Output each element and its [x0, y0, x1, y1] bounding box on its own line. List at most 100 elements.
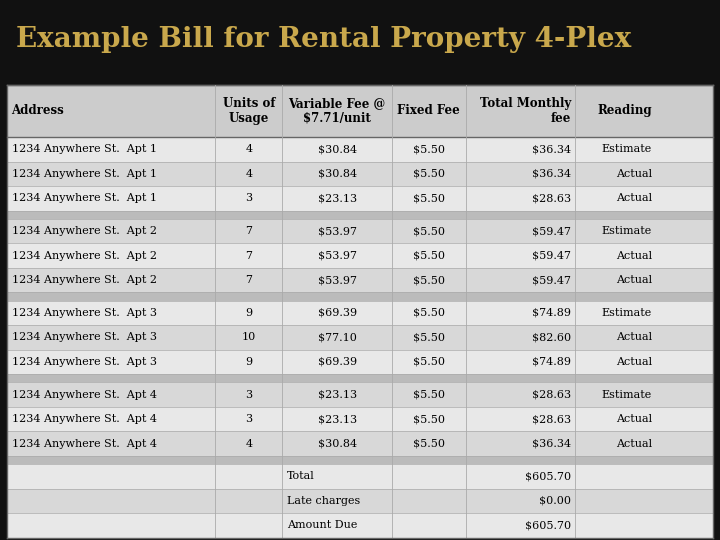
Text: Variable Fee @
$7.71/unit: Variable Fee @ $7.71/unit	[289, 97, 386, 125]
Text: $28.63: $28.63	[532, 389, 571, 400]
Bar	[7, 407, 713, 431]
Text: Units of
Usage: Units of Usage	[222, 97, 275, 125]
Text: Late charges: Late charges	[287, 496, 360, 506]
Text: $36.34: $36.34	[532, 144, 571, 154]
Text: Actual: Actual	[616, 251, 652, 261]
Text: 4: 4	[246, 144, 253, 154]
Bar	[7, 513, 713, 538]
Text: 1234 Anywhere St.  Apt 2: 1234 Anywhere St. Apt 2	[12, 226, 156, 236]
Text: Actual: Actual	[616, 414, 652, 424]
Text: $5.50: $5.50	[413, 438, 445, 449]
Text: 7: 7	[246, 275, 253, 285]
Text: Reading: Reading	[598, 104, 652, 117]
Text: $28.63: $28.63	[532, 193, 571, 204]
Text: $36.34: $36.34	[532, 169, 571, 179]
Text: $23.13: $23.13	[318, 389, 356, 400]
Text: $23.13: $23.13	[318, 414, 356, 424]
Text: $74.89: $74.89	[532, 357, 571, 367]
Text: $5.50: $5.50	[413, 308, 445, 318]
Text: $30.84: $30.84	[318, 144, 356, 154]
Text: 3: 3	[246, 389, 253, 400]
Text: Actual: Actual	[616, 193, 652, 204]
Text: $69.39: $69.39	[318, 308, 356, 318]
Text: 1234 Anywhere St.  Apt 2: 1234 Anywhere St. Apt 2	[12, 251, 156, 261]
Text: $59.47: $59.47	[532, 251, 571, 261]
Text: $5.50: $5.50	[413, 226, 445, 236]
Bar	[7, 211, 713, 219]
Text: Amount Due: Amount Due	[287, 521, 357, 530]
Text: Actual: Actual	[616, 332, 652, 342]
Text: $28.63: $28.63	[532, 414, 571, 424]
Bar	[7, 137, 713, 161]
Text: Fixed Fee: Fixed Fee	[397, 104, 460, 117]
Text: Estimate: Estimate	[602, 308, 652, 318]
Text: $605.70: $605.70	[525, 471, 571, 481]
Text: $5.50: $5.50	[413, 251, 445, 261]
Bar	[7, 301, 713, 325]
Text: Estimate: Estimate	[602, 226, 652, 236]
Text: 1234 Anywhere St.  Apt 3: 1234 Anywhere St. Apt 3	[12, 357, 156, 367]
Text: Actual: Actual	[616, 169, 652, 179]
Bar	[7, 186, 713, 211]
Text: 1234 Anywhere St.  Apt 4: 1234 Anywhere St. Apt 4	[12, 438, 156, 449]
Text: Actual: Actual	[616, 438, 652, 449]
Text: 1234 Anywhere St.  Apt 2: 1234 Anywhere St. Apt 2	[12, 275, 156, 285]
Text: Estimate: Estimate	[602, 389, 652, 400]
Text: $36.34: $36.34	[532, 438, 571, 449]
Text: $59.47: $59.47	[532, 275, 571, 285]
Text: 1234 Anywhere St.  Apt 4: 1234 Anywhere St. Apt 4	[12, 414, 156, 424]
Bar	[7, 382, 713, 407]
Text: $77.10: $77.10	[318, 332, 356, 342]
Text: $5.50: $5.50	[413, 357, 445, 367]
Text: 4: 4	[246, 169, 253, 179]
Text: 1234 Anywhere St.  Apt 3: 1234 Anywhere St. Apt 3	[12, 308, 156, 318]
Bar	[7, 325, 713, 349]
Text: $5.50: $5.50	[413, 169, 445, 179]
Text: $30.84: $30.84	[318, 438, 356, 449]
Text: Example Bill for Rental Property 4-Plex: Example Bill for Rental Property 4-Plex	[16, 26, 631, 53]
Bar	[7, 161, 713, 186]
Text: $5.50: $5.50	[413, 332, 445, 342]
Bar	[7, 374, 713, 382]
Text: $605.70: $605.70	[525, 521, 571, 530]
Text: $5.50: $5.50	[413, 414, 445, 424]
Text: Estimate: Estimate	[602, 144, 652, 154]
Text: 1234 Anywhere St.  Apt 1: 1234 Anywhere St. Apt 1	[12, 144, 156, 154]
Bar	[7, 244, 713, 268]
Text: $30.84: $30.84	[318, 169, 356, 179]
Text: Total: Total	[287, 471, 315, 481]
Bar	[7, 85, 713, 137]
Text: 10: 10	[242, 332, 256, 342]
Bar	[7, 431, 713, 456]
Bar	[7, 292, 713, 301]
Text: $53.97: $53.97	[318, 275, 356, 285]
Text: 9: 9	[246, 357, 253, 367]
Text: 1234 Anywhere St.  Apt 1: 1234 Anywhere St. Apt 1	[12, 169, 156, 179]
Bar	[7, 349, 713, 374]
Bar	[7, 268, 713, 292]
Text: $5.50: $5.50	[413, 193, 445, 204]
Text: Actual: Actual	[616, 357, 652, 367]
Text: 9: 9	[246, 308, 253, 318]
Text: $5.50: $5.50	[413, 275, 445, 285]
Bar	[7, 464, 713, 489]
Text: $53.97: $53.97	[318, 251, 356, 261]
Text: $0.00: $0.00	[539, 496, 571, 506]
Text: 7: 7	[246, 226, 253, 236]
Text: $5.50: $5.50	[413, 144, 445, 154]
Text: 1234 Anywhere St.  Apt 1: 1234 Anywhere St. Apt 1	[12, 193, 156, 204]
Text: 1234 Anywhere St.  Apt 3: 1234 Anywhere St. Apt 3	[12, 332, 156, 342]
Text: $53.97: $53.97	[318, 226, 356, 236]
Text: 7: 7	[246, 251, 253, 261]
Text: $5.50: $5.50	[413, 389, 445, 400]
Text: $23.13: $23.13	[318, 193, 356, 204]
Text: $69.39: $69.39	[318, 357, 356, 367]
Bar	[7, 489, 713, 513]
Text: Total Monthly
fee: Total Monthly fee	[480, 97, 571, 125]
Text: 3: 3	[246, 193, 253, 204]
Text: $82.60: $82.60	[532, 332, 571, 342]
Text: $59.47: $59.47	[532, 226, 571, 236]
Text: $74.89: $74.89	[532, 308, 571, 318]
Text: 1234 Anywhere St.  Apt 4: 1234 Anywhere St. Apt 4	[12, 389, 156, 400]
Text: 3: 3	[246, 414, 253, 424]
